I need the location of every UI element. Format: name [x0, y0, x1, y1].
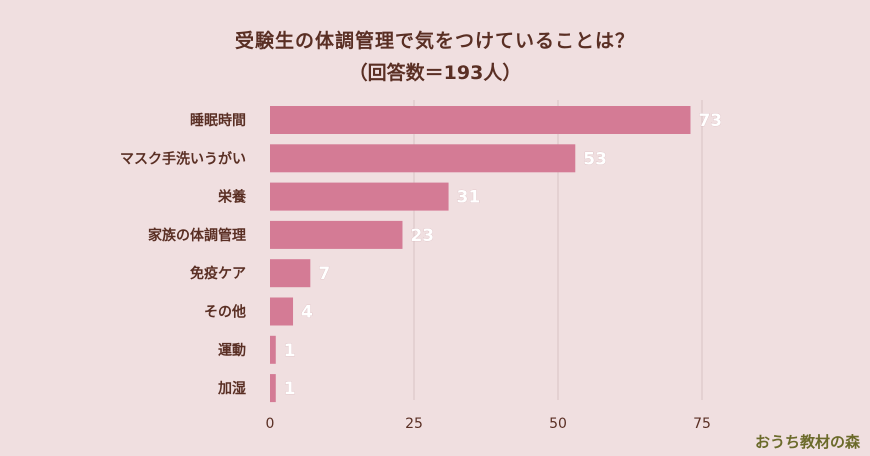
bar [270, 297, 294, 326]
bar [270, 335, 276, 364]
category-label: 加湿 [217, 381, 246, 397]
bar [270, 182, 449, 211]
data-label: 7 [318, 264, 330, 284]
data-label: 31 [457, 188, 481, 208]
category-label: 免疫ケア [190, 265, 246, 282]
category-label: 家族の体調管理 [148, 227, 246, 244]
x-tick-label: 75 [693, 416, 711, 432]
data-label: 73 [698, 111, 722, 131]
category-label: 栄養 [217, 189, 246, 206]
x-tick-label: 0 [266, 416, 275, 432]
bar [270, 220, 403, 249]
bars [270, 106, 691, 403]
category-label: 運動 [218, 342, 246, 359]
watermark-logo: おうち教材の森 [754, 433, 860, 451]
category-label: 睡眠時間 [190, 112, 246, 129]
chart-subtitle: （回答数＝193人） [348, 62, 522, 84]
bar [270, 106, 691, 134]
category-label: その他 [204, 304, 246, 321]
bar [270, 259, 311, 288]
data-label: 1 [284, 341, 296, 361]
x-tick-label: 50 [549, 416, 567, 432]
chart-title: 受験生の体調管理で気をつけていることは？ [234, 30, 635, 52]
category-label: マスク手洗いうがい [120, 150, 246, 167]
data-label: 1 [284, 379, 296, 399]
data-label: 4 [301, 303, 313, 323]
labels: 0 25 50 75 睡眠時間 73 マスク手洗いうがい 53 栄養 31 家族の体調管理 23 免疫ケ… [120, 111, 722, 432]
bar [270, 144, 576, 173]
data-label: 23 [410, 226, 434, 246]
x-tick-label: 25 [405, 416, 423, 432]
data-label: 53 [583, 149, 607, 169]
bar [270, 374, 276, 403]
